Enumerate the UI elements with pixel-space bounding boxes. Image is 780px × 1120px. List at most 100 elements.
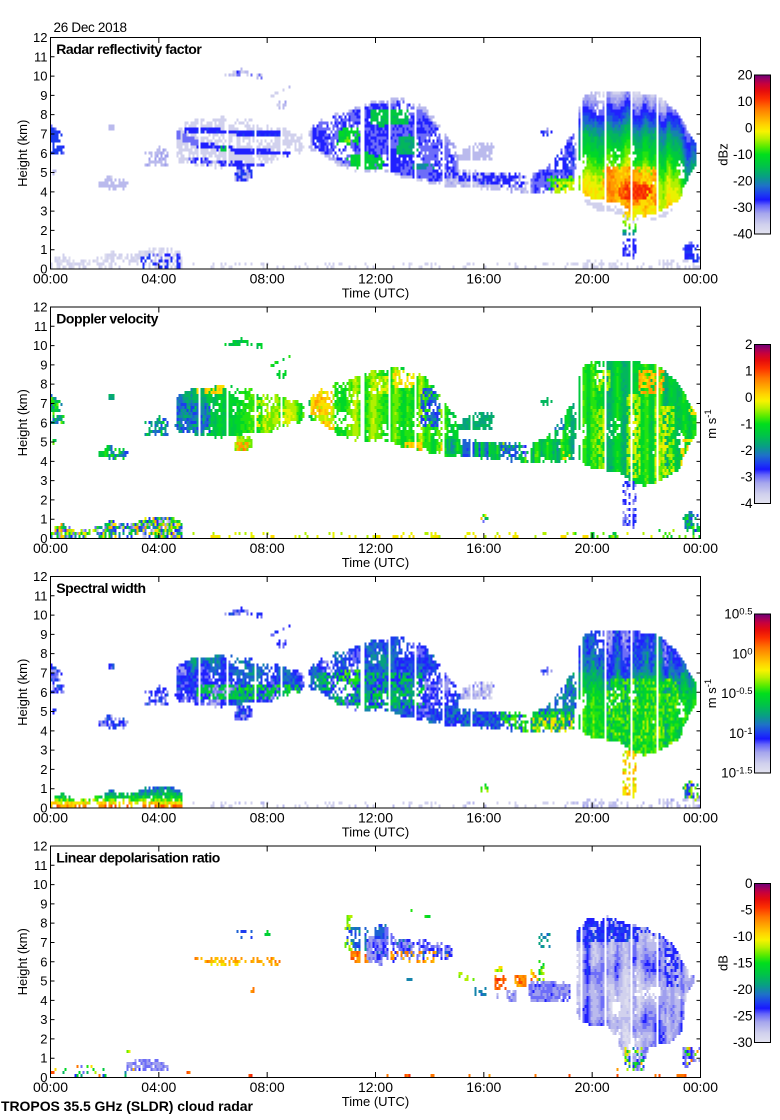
svg-text:1: 1 <box>40 1051 47 1066</box>
svg-text:00:00: 00:00 <box>683 1079 718 1095</box>
svg-text:11: 11 <box>34 858 48 873</box>
svg-text:20: 20 <box>737 68 752 83</box>
svg-text:5: 5 <box>40 704 47 719</box>
svg-text:16:00: 16:00 <box>466 810 501 826</box>
svg-text:Radar reflectivity factor: Radar reflectivity factor <box>56 41 202 57</box>
svg-text:Linear depolarisation ratio: Linear depolarisation ratio <box>56 850 220 866</box>
svg-text:12: 12 <box>33 30 47 45</box>
svg-text:00:00: 00:00 <box>33 540 68 556</box>
svg-text:4: 4 <box>40 184 47 199</box>
svg-text:9: 9 <box>40 88 47 103</box>
svg-text:00:00: 00:00 <box>683 271 718 287</box>
svg-text:-3: -3 <box>740 470 752 485</box>
svg-text:6: 6 <box>40 415 47 430</box>
svg-text:Doppler velocity: Doppler velocity <box>56 311 158 327</box>
svg-text:00:00: 00:00 <box>683 810 718 826</box>
svg-text:00:00: 00:00 <box>33 271 68 287</box>
svg-text:-1: -1 <box>740 417 752 432</box>
svg-text:12: 12 <box>33 300 47 315</box>
svg-text:10: 10 <box>737 94 752 109</box>
svg-text:6: 6 <box>40 685 47 700</box>
svg-text:16:00: 16:00 <box>466 540 501 556</box>
svg-text:20:00: 20:00 <box>575 271 610 287</box>
svg-text:11: 11 <box>34 49 48 64</box>
svg-text:-20: -20 <box>733 982 753 997</box>
svg-text:Time (UTC): Time (UTC) <box>342 286 409 301</box>
svg-text:1: 1 <box>40 781 47 796</box>
svg-text:dB: dB <box>716 955 731 971</box>
svg-text:8: 8 <box>40 377 47 392</box>
svg-text:6: 6 <box>40 146 47 161</box>
svg-text:8: 8 <box>40 916 47 931</box>
svg-text:8: 8 <box>40 646 47 661</box>
svg-text:12:00: 12:00 <box>358 540 393 556</box>
svg-text:7: 7 <box>40 396 47 411</box>
svg-text:TROPOS 35.5 GHz (SLDR) cloud r: TROPOS 35.5 GHz (SLDR) cloud radar <box>1 1098 254 1114</box>
svg-text:Height (km): Height (km) <box>15 659 30 726</box>
svg-text:Height (km): Height (km) <box>15 120 30 187</box>
svg-text:08:00: 08:00 <box>250 271 285 287</box>
svg-text:16:00: 16:00 <box>466 1079 501 1095</box>
svg-text:5: 5 <box>40 974 47 989</box>
svg-text:5: 5 <box>40 435 47 450</box>
svg-text:08:00: 08:00 <box>250 540 285 556</box>
svg-text:04:00: 04:00 <box>141 810 176 826</box>
svg-text:9: 9 <box>40 896 47 911</box>
svg-text:16:00: 16:00 <box>466 271 501 287</box>
svg-text:-30: -30 <box>733 1035 753 1050</box>
svg-text:04:00: 04:00 <box>141 540 176 556</box>
svg-text:12:00: 12:00 <box>358 810 393 826</box>
svg-text:3: 3 <box>40 743 47 758</box>
svg-text:Time (UTC): Time (UTC) <box>342 1094 409 1109</box>
svg-text:2: 2 <box>40 1031 47 1046</box>
svg-text:2: 2 <box>40 223 47 238</box>
svg-text:8: 8 <box>40 107 47 122</box>
svg-text:3: 3 <box>40 204 47 219</box>
svg-text:1: 1 <box>745 364 753 379</box>
svg-text:00:00: 00:00 <box>33 1079 68 1095</box>
svg-text:7: 7 <box>40 935 47 950</box>
svg-text:10: 10 <box>33 608 47 623</box>
svg-text:4: 4 <box>40 993 47 1008</box>
svg-text:11: 11 <box>34 319 48 334</box>
svg-text:08:00: 08:00 <box>250 810 285 826</box>
svg-text:10: 10 <box>33 69 47 84</box>
svg-text:04:00: 04:00 <box>141 271 176 287</box>
svg-text:1: 1 <box>40 512 47 527</box>
svg-text:0: 0 <box>40 531 47 546</box>
svg-text:3: 3 <box>40 473 47 488</box>
svg-text:20:00: 20:00 <box>575 810 610 826</box>
svg-text:Time (UTC): Time (UTC) <box>342 825 409 840</box>
svg-text:9: 9 <box>40 627 47 642</box>
svg-text:-2: -2 <box>740 443 752 458</box>
svg-text:0: 0 <box>40 262 47 277</box>
svg-text:7: 7 <box>40 665 47 680</box>
svg-text:12: 12 <box>33 569 47 584</box>
svg-text:00:00: 00:00 <box>33 810 68 826</box>
svg-text:08:00: 08:00 <box>250 1079 285 1095</box>
svg-text:Height (km): Height (km) <box>15 389 30 456</box>
svg-text:1: 1 <box>40 242 47 257</box>
svg-text:11: 11 <box>34 588 48 603</box>
svg-text:12:00: 12:00 <box>358 271 393 287</box>
svg-text:2: 2 <box>40 762 47 777</box>
svg-text:7: 7 <box>40 126 47 141</box>
svg-text:12:00: 12:00 <box>358 1079 393 1095</box>
svg-text:dBz: dBz <box>716 143 731 165</box>
svg-text:00:00: 00:00 <box>683 540 718 556</box>
svg-text:Spectral width: Spectral width <box>56 580 145 596</box>
svg-text:04:00: 04:00 <box>141 1079 176 1095</box>
svg-text:9: 9 <box>40 357 47 372</box>
svg-text:4: 4 <box>40 454 47 469</box>
svg-text:0: 0 <box>745 121 753 136</box>
svg-text:-15: -15 <box>733 956 753 971</box>
svg-text:-25: -25 <box>733 1009 753 1024</box>
svg-text:-5: -5 <box>740 903 752 918</box>
svg-text:-10: -10 <box>733 147 753 162</box>
svg-text:0: 0 <box>40 801 47 816</box>
svg-text:6: 6 <box>40 954 47 969</box>
svg-text:12: 12 <box>33 839 47 854</box>
svg-text:4: 4 <box>40 723 47 738</box>
svg-text:2: 2 <box>40 492 47 507</box>
svg-text:Height (km): Height (km) <box>15 928 30 995</box>
